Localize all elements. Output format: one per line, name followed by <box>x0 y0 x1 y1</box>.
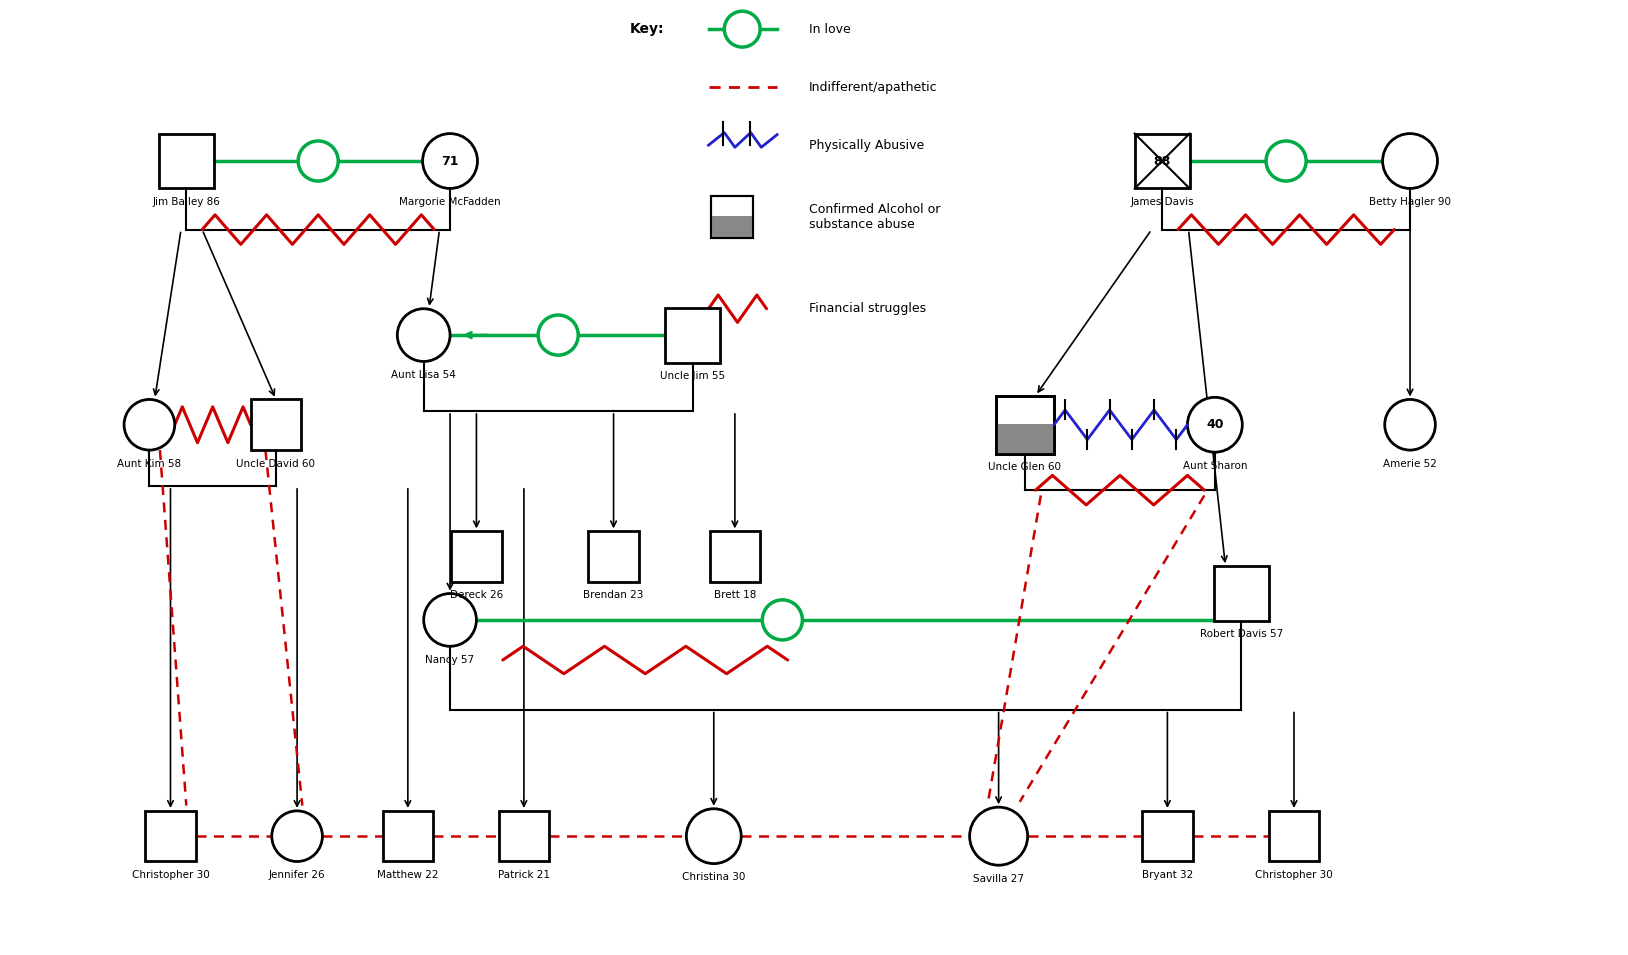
Bar <box>498 811 549 861</box>
Text: James Davis: James Davis <box>1130 197 1193 207</box>
Text: Patrick 21: Patrick 21 <box>498 870 550 880</box>
Text: Key:: Key: <box>630 22 664 36</box>
Circle shape <box>687 809 741 863</box>
Bar <box>1268 811 1319 861</box>
Circle shape <box>970 807 1027 865</box>
Bar <box>145 811 195 861</box>
Circle shape <box>298 141 339 181</box>
Text: Savilla 27: Savilla 27 <box>974 874 1024 883</box>
Circle shape <box>272 811 322 861</box>
Circle shape <box>762 600 803 640</box>
Text: Financial struggles: Financial struggles <box>809 302 926 315</box>
Bar <box>1143 811 1193 861</box>
Circle shape <box>1382 134 1438 188</box>
Bar <box>1214 566 1268 621</box>
Text: 88: 88 <box>1154 155 1171 167</box>
Bar <box>160 134 213 188</box>
Bar <box>996 395 1053 454</box>
Text: Christopher 30: Christopher 30 <box>132 870 210 880</box>
Bar <box>383 811 433 861</box>
Text: Confirmed Alcohol or
substance abuse: Confirmed Alcohol or substance abuse <box>809 202 939 231</box>
Bar <box>710 531 760 582</box>
Text: Margorie McFadden: Margorie McFadden <box>399 197 501 207</box>
Bar <box>710 196 752 238</box>
Text: Nancy 57: Nancy 57 <box>425 655 475 665</box>
Text: Brett 18: Brett 18 <box>713 590 755 601</box>
Bar <box>666 308 720 363</box>
Text: Uncle Glen 60: Uncle Glen 60 <box>988 462 1061 472</box>
Text: 40: 40 <box>1206 418 1224 432</box>
Text: Indifferent/apathetic: Indifferent/apathetic <box>809 80 938 94</box>
Text: Christopher 30: Christopher 30 <box>1255 870 1333 880</box>
Bar <box>996 395 1053 454</box>
Bar <box>251 399 301 450</box>
Text: Aunt Lisa 54: Aunt Lisa 54 <box>391 370 456 380</box>
Text: Jennifer 26: Jennifer 26 <box>269 870 326 880</box>
Text: Christina 30: Christina 30 <box>682 872 746 882</box>
Circle shape <box>1267 141 1306 181</box>
Circle shape <box>124 399 174 450</box>
Text: Uncle David 60: Uncle David 60 <box>236 458 316 469</box>
Text: Bryant 32: Bryant 32 <box>1141 870 1193 880</box>
Circle shape <box>1187 397 1242 452</box>
Text: Amerie 52: Amerie 52 <box>1384 458 1438 469</box>
Text: Aunt Sharon: Aunt Sharon <box>1182 460 1247 471</box>
Text: Matthew 22: Matthew 22 <box>378 870 438 880</box>
Text: 71: 71 <box>441 155 459 167</box>
Circle shape <box>423 594 477 647</box>
Circle shape <box>1385 399 1436 450</box>
Text: Brendan 23: Brendan 23 <box>583 590 643 601</box>
Bar <box>996 424 1053 454</box>
Circle shape <box>423 134 477 188</box>
Text: Uncle Jim 55: Uncle Jim 55 <box>659 371 724 381</box>
Bar <box>451 531 501 582</box>
Bar <box>588 531 638 582</box>
Circle shape <box>397 308 449 361</box>
Text: Dereck 26: Dereck 26 <box>449 590 503 601</box>
Circle shape <box>539 315 578 355</box>
Text: Betty Hagler 90: Betty Hagler 90 <box>1369 197 1451 207</box>
Text: Aunt Kim 58: Aunt Kim 58 <box>117 458 181 469</box>
Text: In love: In love <box>809 23 850 35</box>
Text: Physically Abusive: Physically Abusive <box>809 138 925 152</box>
Bar <box>710 216 752 238</box>
Circle shape <box>724 11 760 47</box>
Bar <box>710 196 752 238</box>
Bar <box>1135 134 1190 188</box>
Text: Robert Davis 57: Robert Davis 57 <box>1200 629 1283 640</box>
Text: Jim Bailey 86: Jim Bailey 86 <box>153 197 220 207</box>
